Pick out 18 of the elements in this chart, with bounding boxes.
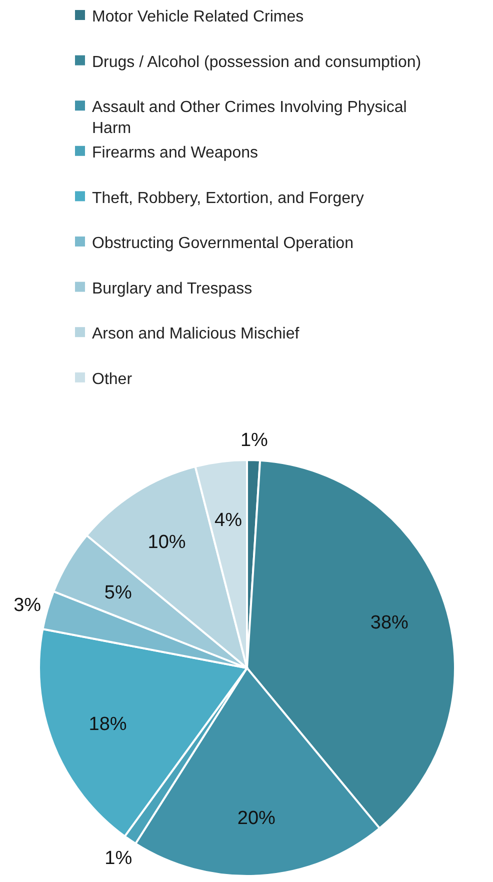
data-label: 10% (148, 532, 186, 554)
legend-label: Motor Vehicle Related Crimes (92, 8, 304, 26)
legend-label: Theft, Robbery, Extortion, and Forgery (92, 190, 364, 207)
data-label: 1% (240, 430, 268, 451)
legend-label: Drugs / Alcohol (possession and consumption) (92, 54, 422, 71)
legend-label: Arson and Malicious Mischief (92, 326, 300, 343)
data-label: 1% (104, 848, 132, 869)
legend-label: Firearms and Weapons (92, 144, 258, 162)
data-label: 18% (88, 714, 127, 735)
legend-label: Obstructing Governmental Operation (92, 235, 354, 252)
legend-label: Burglary and Trespass (92, 280, 252, 298)
legend-label: Other (92, 371, 133, 388)
legend-label: Assault and Other Crimes Involving Physical Harm (92, 99, 407, 138)
data-label: 5% (104, 582, 132, 604)
data-label: 4% (214, 510, 242, 532)
data-label: 38% (370, 612, 409, 634)
data-label: 20% (237, 808, 276, 830)
data-label: 3% (14, 594, 42, 616)
